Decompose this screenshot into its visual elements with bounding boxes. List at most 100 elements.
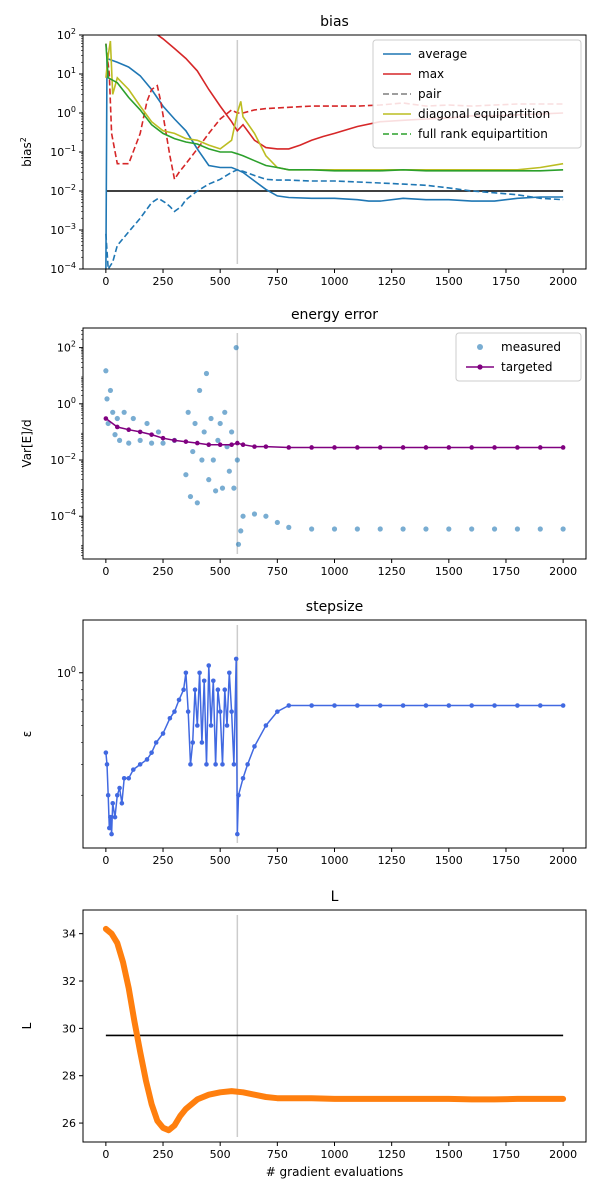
legend: average max pair diagonal equipartition full… bbox=[372, 39, 582, 149]
x-tick-label: 250 bbox=[153, 854, 174, 867]
y-tick-label: 28 bbox=[62, 1070, 76, 1083]
x-tick-label: 0 bbox=[102, 1148, 109, 1161]
x-tick-label: 1500 bbox=[435, 275, 463, 288]
data-point bbox=[537, 445, 543, 450]
data-point bbox=[107, 387, 114, 394]
data-point bbox=[332, 703, 337, 708]
y-axis-label: Var[E]/d bbox=[20, 419, 34, 467]
data-point bbox=[148, 440, 155, 446]
data-point bbox=[354, 526, 360, 532]
data-point bbox=[238, 528, 244, 534]
data-point bbox=[233, 656, 239, 662]
data-point bbox=[194, 500, 200, 506]
x-tick-label: 2000 bbox=[549, 1148, 577, 1161]
data-point bbox=[160, 440, 166, 446]
x-tick-label: 750 bbox=[267, 1148, 288, 1161]
y-tick-label: 101 bbox=[57, 66, 76, 81]
data-point bbox=[183, 670, 189, 676]
data-point bbox=[112, 432, 118, 438]
data-point bbox=[137, 762, 143, 767]
y-tick-label: 100 bbox=[57, 105, 76, 120]
data-point bbox=[117, 785, 122, 791]
panel-0: 0 250 500 750 1000 1250 1500 1750 2000 10−4 10−3 10… bbox=[19, 14, 587, 288]
data-point bbox=[121, 409, 127, 415]
series-measured-0 bbox=[103, 345, 566, 547]
data-point bbox=[204, 762, 209, 767]
data-point bbox=[515, 445, 520, 450]
legend-label: measured bbox=[501, 340, 561, 354]
data-point bbox=[105, 420, 111, 427]
legend-label: pair bbox=[418, 87, 441, 101]
data-point bbox=[188, 762, 193, 767]
x-tick-label: 1000 bbox=[321, 854, 349, 867]
x-tick-label: 1750 bbox=[492, 1148, 520, 1161]
data-point bbox=[199, 740, 205, 745]
data-point bbox=[192, 420, 198, 427]
x-tick-label: 1500 bbox=[435, 1148, 463, 1161]
series-targeted-1-line bbox=[105, 417, 564, 449]
series-max-2-line bbox=[105, 43, 564, 182]
series-data-0-line bbox=[105, 658, 564, 835]
y-tick-label: 34 bbox=[62, 928, 76, 941]
data-point bbox=[181, 687, 186, 693]
x-tick-label: 1250 bbox=[378, 565, 406, 578]
data-point bbox=[231, 485, 237, 491]
series-targeted-1-markers bbox=[103, 416, 566, 450]
data-point bbox=[234, 457, 240, 463]
data-point bbox=[167, 715, 173, 721]
data-point bbox=[126, 440, 132, 446]
data-point bbox=[235, 541, 242, 547]
data-point bbox=[514, 526, 521, 532]
legend-label: average bbox=[418, 47, 467, 61]
axes-frame bbox=[82, 909, 587, 1143]
series-diagonal-equipartition-5-line bbox=[105, 40, 564, 171]
data-point bbox=[103, 750, 109, 755]
series-data-0-line bbox=[102, 925, 567, 1134]
x-tick-label: 0 bbox=[102, 275, 109, 288]
data-point bbox=[423, 703, 429, 708]
y-axis-label: bias2 bbox=[19, 137, 34, 167]
legend-marker bbox=[477, 364, 483, 370]
data-point bbox=[104, 762, 110, 767]
legend-item: pair bbox=[383, 87, 441, 101]
data-point bbox=[126, 775, 132, 781]
y-tick-label: 32 bbox=[62, 975, 76, 988]
data-point bbox=[213, 762, 218, 767]
data-point bbox=[217, 420, 223, 427]
data-point bbox=[149, 432, 154, 437]
data-point bbox=[206, 663, 212, 668]
data-point bbox=[197, 670, 202, 676]
x-tick-label: 500 bbox=[210, 854, 231, 867]
legend-label: diagonal equipartition bbox=[418, 107, 550, 121]
data-point bbox=[144, 420, 150, 427]
data-point bbox=[172, 709, 177, 714]
data-point bbox=[515, 703, 520, 708]
data-point bbox=[240, 513, 246, 519]
data-point bbox=[195, 723, 200, 728]
x-tick-label: 0 bbox=[102, 565, 109, 578]
data-point bbox=[491, 526, 498, 532]
x-tick-label: 1500 bbox=[435, 854, 463, 867]
data-point bbox=[183, 472, 189, 478]
data-point bbox=[190, 448, 196, 455]
data-point bbox=[560, 703, 566, 708]
legend-box bbox=[372, 39, 582, 149]
data-point bbox=[423, 526, 429, 532]
data-point bbox=[185, 409, 191, 415]
data-point bbox=[224, 723, 230, 728]
legend-item: diagonal equipartition bbox=[383, 107, 550, 121]
x-tick-label: 250 bbox=[153, 1148, 174, 1161]
data-point bbox=[210, 457, 216, 463]
data-point bbox=[286, 445, 292, 450]
data-point bbox=[227, 670, 232, 676]
chart-title: bias bbox=[320, 14, 349, 30]
data-point bbox=[192, 687, 198, 693]
plot-area bbox=[105, 35, 564, 269]
data-point bbox=[274, 519, 280, 526]
data-point bbox=[187, 493, 194, 500]
chart-title: energy error bbox=[291, 307, 378, 323]
x-tick-label: 1250 bbox=[378, 854, 406, 867]
x-tick-label: 0 bbox=[102, 854, 109, 867]
panel-1: 0 250 500 750 1000 1250 1500 1750 2000 10−4 10−2 10… bbox=[20, 307, 587, 578]
data-point bbox=[235, 440, 240, 446]
